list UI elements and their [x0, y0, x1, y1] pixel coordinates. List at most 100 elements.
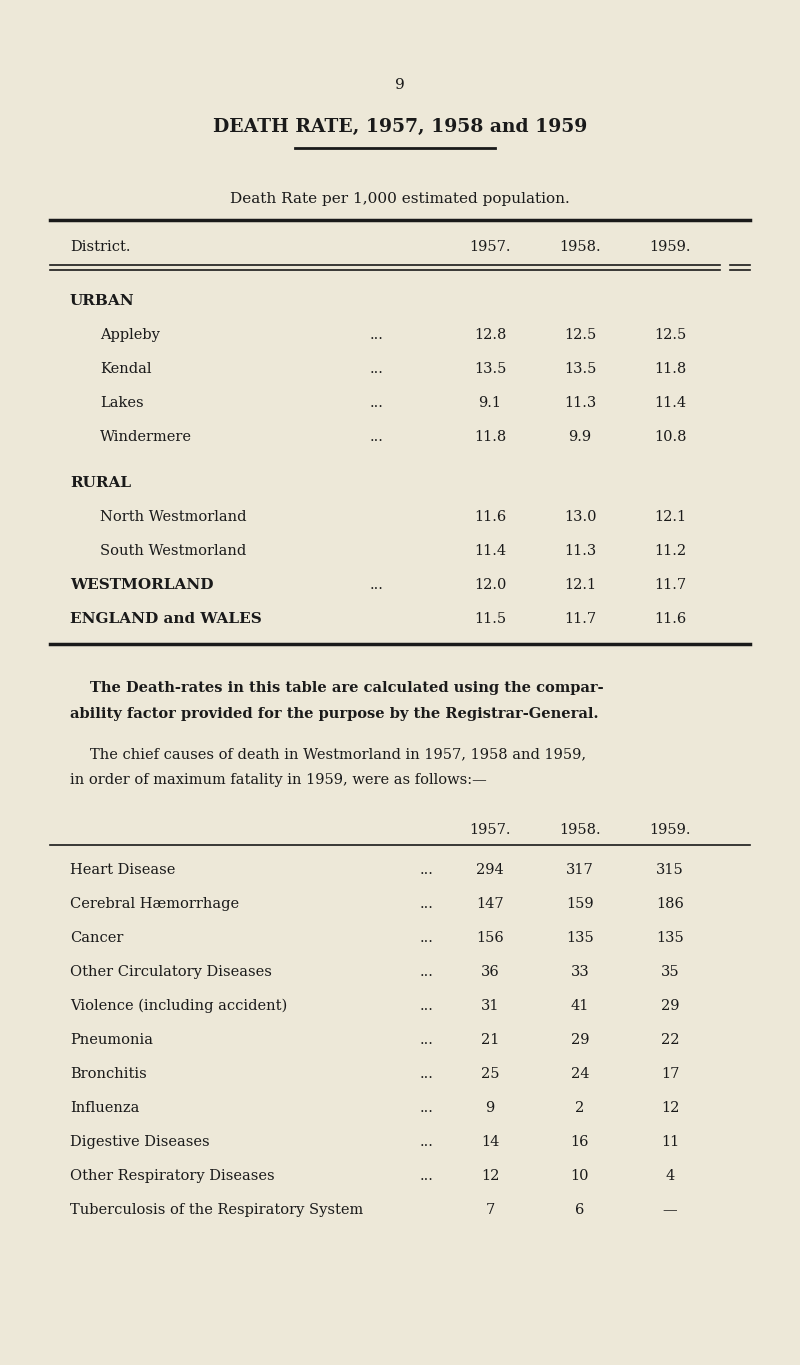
Text: URBAN: URBAN: [70, 293, 134, 308]
Text: ...: ...: [370, 328, 384, 343]
Text: ...: ...: [420, 999, 434, 1013]
Text: DEATH RATE, 1957, 1958 and 1959: DEATH RATE, 1957, 1958 and 1959: [213, 117, 587, 136]
Text: 11.8: 11.8: [654, 362, 686, 375]
Text: ENGLAND and WALES: ENGLAND and WALES: [70, 612, 262, 627]
Text: 11.4: 11.4: [474, 545, 506, 558]
Text: The chief causes of death in Westmorland in 1957, 1958 and 1959,: The chief causes of death in Westmorland…: [90, 747, 586, 762]
Text: 13.5: 13.5: [474, 362, 506, 375]
Text: 1958.: 1958.: [559, 240, 601, 254]
Text: 294: 294: [476, 863, 504, 876]
Text: Tuberculosis of the Respiratory System: Tuberculosis of the Respiratory System: [70, 1203, 363, 1218]
Text: 2: 2: [575, 1102, 585, 1115]
Text: 12.0: 12.0: [474, 577, 506, 592]
Text: 36: 36: [481, 965, 499, 979]
Text: ...: ...: [420, 1168, 434, 1183]
Text: Influenza: Influenza: [70, 1102, 139, 1115]
Text: 317: 317: [566, 863, 594, 876]
Text: 12.5: 12.5: [564, 328, 596, 343]
Text: Digestive Diseases: Digestive Diseases: [70, 1136, 210, 1149]
Text: ...: ...: [420, 1102, 434, 1115]
Text: 13.5: 13.5: [564, 362, 596, 375]
Text: The Death-rates in this table are calculated using the compar-: The Death-rates in this table are calcul…: [90, 681, 604, 695]
Text: 6: 6: [575, 1203, 585, 1218]
Text: Other Circulatory Diseases: Other Circulatory Diseases: [70, 965, 272, 979]
Text: South Westmorland: South Westmorland: [100, 545, 246, 558]
Text: Kendal: Kendal: [100, 362, 151, 375]
Text: Cerebral Hæmorrhage: Cerebral Hæmorrhage: [70, 897, 239, 910]
Text: 1957.: 1957.: [470, 240, 510, 254]
Text: 9.1: 9.1: [478, 396, 502, 410]
Text: Heart Disease: Heart Disease: [70, 863, 175, 876]
Text: 315: 315: [656, 863, 684, 876]
Text: 29: 29: [661, 999, 679, 1013]
Text: 24: 24: [570, 1067, 590, 1081]
Text: ...: ...: [370, 430, 384, 444]
Text: Violence (including accident): Violence (including accident): [70, 999, 287, 1013]
Text: 11.7: 11.7: [654, 577, 686, 592]
Text: 11.8: 11.8: [474, 430, 506, 444]
Text: Lakes: Lakes: [100, 396, 144, 410]
Text: 11.6: 11.6: [474, 511, 506, 524]
Text: 9: 9: [395, 78, 405, 91]
Text: 12.8: 12.8: [474, 328, 506, 343]
Text: WESTMORLAND: WESTMORLAND: [70, 577, 214, 592]
Text: ...: ...: [370, 362, 384, 375]
Text: 11.4: 11.4: [654, 396, 686, 410]
Text: 1959.: 1959.: [650, 240, 690, 254]
Text: 11: 11: [661, 1136, 679, 1149]
Text: 7: 7: [486, 1203, 494, 1218]
Text: ...: ...: [370, 396, 384, 410]
Text: Other Respiratory Diseases: Other Respiratory Diseases: [70, 1168, 274, 1183]
Text: 12: 12: [481, 1168, 499, 1183]
Text: RURAL: RURAL: [70, 476, 131, 490]
Text: 1959.: 1959.: [650, 823, 690, 837]
Text: Death Rate per 1,000 estimated population.: Death Rate per 1,000 estimated populatio…: [230, 192, 570, 206]
Text: 11.3: 11.3: [564, 545, 596, 558]
Text: ...: ...: [420, 863, 434, 876]
Text: Pneumonia: Pneumonia: [70, 1033, 153, 1047]
Text: 12.1: 12.1: [654, 511, 686, 524]
Text: 11.6: 11.6: [654, 612, 686, 627]
Text: 11.2: 11.2: [654, 545, 686, 558]
Text: 156: 156: [476, 931, 504, 945]
Text: 21: 21: [481, 1033, 499, 1047]
Text: 11.3: 11.3: [564, 396, 596, 410]
Text: Cancer: Cancer: [70, 931, 123, 945]
Text: ...: ...: [420, 931, 434, 945]
Text: Appleby: Appleby: [100, 328, 160, 343]
Text: 11.5: 11.5: [474, 612, 506, 627]
Text: 159: 159: [566, 897, 594, 910]
Text: 11.7: 11.7: [564, 612, 596, 627]
Text: 13.0: 13.0: [564, 511, 596, 524]
Text: 135: 135: [656, 931, 684, 945]
Text: ...: ...: [420, 965, 434, 979]
Text: 10: 10: [570, 1168, 590, 1183]
Text: ...: ...: [420, 1136, 434, 1149]
Text: —: —: [662, 1203, 678, 1218]
Text: 16: 16: [570, 1136, 590, 1149]
Text: 12.1: 12.1: [564, 577, 596, 592]
Text: 35: 35: [661, 965, 679, 979]
Text: 22: 22: [661, 1033, 679, 1047]
Text: ability factor provided for the purpose by the Registrar-General.: ability factor provided for the purpose …: [70, 707, 598, 721]
Text: 14: 14: [481, 1136, 499, 1149]
Text: 31: 31: [481, 999, 499, 1013]
Text: 135: 135: [566, 931, 594, 945]
Text: 9.9: 9.9: [569, 430, 591, 444]
Text: 10.8: 10.8: [654, 430, 686, 444]
Text: 33: 33: [570, 965, 590, 979]
Text: ...: ...: [420, 1067, 434, 1081]
Text: 1958.: 1958.: [559, 823, 601, 837]
Text: 12: 12: [661, 1102, 679, 1115]
Text: 4: 4: [666, 1168, 674, 1183]
Text: in order of maximum fatality in 1959, were as follows:—: in order of maximum fatality in 1959, we…: [70, 773, 486, 788]
Text: North Westmorland: North Westmorland: [100, 511, 246, 524]
Text: ...: ...: [420, 897, 434, 910]
Text: 41: 41: [571, 999, 589, 1013]
Text: ...: ...: [370, 577, 384, 592]
Text: Windermere: Windermere: [100, 430, 192, 444]
Text: 9: 9: [486, 1102, 494, 1115]
Text: 25: 25: [481, 1067, 499, 1081]
Text: 29: 29: [570, 1033, 590, 1047]
Text: 17: 17: [661, 1067, 679, 1081]
